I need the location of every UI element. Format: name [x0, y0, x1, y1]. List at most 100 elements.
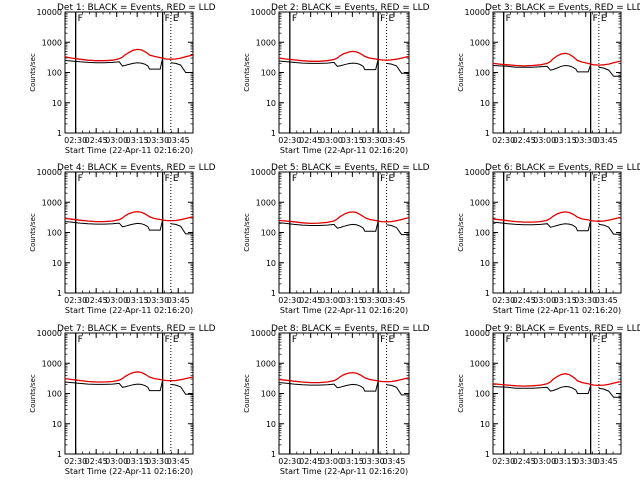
marker-label: F [78, 14, 83, 24]
x-tick-label: 02:45 [85, 296, 108, 305]
x-tick-label: 02:30 [278, 457, 301, 466]
y-tick-label: 1000 [42, 38, 62, 47]
y-tick-label: 100 [47, 69, 62, 78]
marker-label: E [173, 14, 179, 24]
marker-label: E [389, 174, 395, 184]
marker-label: F [165, 174, 170, 184]
x-tick-label: 03:00 [105, 136, 128, 145]
y-tick-label: 100 [47, 390, 62, 399]
x-tick-label: 03:15 [341, 457, 364, 466]
series-line-events [598, 387, 621, 398]
y-tick-label: 100 [475, 69, 490, 78]
series-line-events [492, 220, 592, 232]
plot-frame [64, 171, 194, 294]
x-axis-label: Start Time (22-Apr-11 02:16:20) [65, 146, 193, 155]
y-tick-label: 1 [485, 450, 490, 459]
chart-panel-1: Det 1: BLACK = Events, RED = LLD 1 10 100 10… [29, 3, 216, 155]
y-tick-label: 100 [261, 69, 276, 78]
x-tick-label: 03:00 [320, 296, 343, 305]
x-tick-label: 03:45 [595, 136, 618, 145]
plot-frame [492, 332, 622, 455]
marker-label: F [593, 14, 598, 24]
x-tick-label: 03:15 [126, 457, 149, 466]
chart-panel-3: Det 3: BLACK = Events, RED = LLD 1 10 100 10… [457, 3, 640, 145]
x-tick-label: 02:30 [492, 136, 515, 145]
x-tick-label: 03:30 [362, 136, 385, 145]
chart-title: Det 5: BLACK = Events, RED = LLD [271, 163, 430, 173]
y-tick-label: 1000 [256, 38, 276, 47]
x-tick-label: 03:30 [362, 296, 385, 305]
y-tick-label: 10000 [37, 168, 62, 177]
x-tick-label: 03:00 [320, 457, 343, 466]
plot-frame [278, 332, 410, 455]
series-line-lld [278, 50, 410, 62]
y-tick-label: 10 [480, 420, 490, 429]
x-tick-label: 03:45 [167, 296, 190, 305]
y-tick-label: 1 [271, 289, 276, 298]
marker-label: E [601, 174, 607, 184]
series-line-lld [64, 48, 194, 62]
y-tick-label: 1 [271, 450, 276, 459]
y-tick-label: 100 [475, 390, 490, 399]
y-tick-label: 100 [261, 229, 276, 238]
x-tick-label: 02:45 [513, 296, 536, 305]
chart-panel-6: Det 6: BLACK = Events, RED = LLD 1 10 100 10… [457, 163, 640, 315]
series-line-events [64, 380, 164, 392]
y-tick-label: 1000 [470, 359, 490, 368]
y-tick-label: 1000 [470, 198, 490, 207]
x-tick-label: 02:30 [64, 457, 87, 466]
series-line-lld [64, 371, 194, 383]
plot-frame [492, 11, 622, 134]
y-tick-label: 100 [475, 229, 490, 238]
marker-label: F [292, 14, 297, 24]
x-tick-label: 03:45 [382, 457, 405, 466]
chart-title: Det 4: BLACK = Events, RED = LLD [57, 163, 216, 173]
marker-label: F [506, 14, 511, 24]
x-tick-label: 03:00 [105, 296, 128, 305]
marker-label: E [601, 335, 607, 345]
marker-label: F [593, 174, 598, 184]
series-line-lld [64, 210, 194, 223]
series-line-events [170, 383, 193, 395]
series-line-lld [492, 373, 622, 387]
y-axis-label: Counts/sec [29, 53, 37, 92]
x-tick-label: 03:30 [146, 457, 169, 466]
y-tick-label: 10 [52, 99, 62, 108]
x-tick-label: 03:00 [105, 457, 128, 466]
x-tick-label: 03:45 [382, 136, 405, 145]
chart-panel-5: Det 5: BLACK = Events, RED = LLD 1 10 100 10… [243, 163, 430, 315]
x-tick-label: 02:30 [64, 296, 87, 305]
y-axis-label: Counts/sec [457, 374, 465, 413]
series-line-events [278, 380, 379, 392]
x-tick-label: 03:30 [146, 296, 169, 305]
marker-label: F [292, 174, 297, 184]
y-axis-label: Counts/sec [243, 374, 251, 413]
x-tick-label: 03:15 [554, 296, 577, 305]
x-tick-label: 02:45 [299, 296, 322, 305]
x-tick-label: 03:15 [341, 136, 364, 145]
y-tick-label: 10000 [465, 329, 490, 338]
x-tick-label: 03:00 [533, 296, 556, 305]
y-tick-label: 10 [52, 259, 62, 268]
marker-label: F [593, 335, 598, 345]
x-tick-label: 03:00 [533, 457, 556, 466]
y-tick-label: 10000 [37, 8, 62, 17]
y-tick-label: 10 [266, 99, 276, 108]
chart-panel-4: Det 4: BLACK = Events, RED = LLD 1 10 100 10… [29, 163, 216, 315]
series-line-events [492, 64, 592, 73]
x-tick-label: 02:30 [492, 296, 515, 305]
series-line-events [64, 57, 164, 70]
chart-panel-7: Det 7: BLACK = Events, RED = LLD 1 10 100 10… [29, 324, 216, 476]
chart-title: Det 8: BLACK = Events, RED = LLD [271, 324, 430, 334]
x-tick-label: 03:45 [595, 457, 618, 466]
plot-frame [492, 171, 622, 294]
x-tick-label: 03:30 [146, 136, 169, 145]
y-tick-label: 1000 [42, 198, 62, 207]
marker-label: F [380, 174, 385, 184]
plot-frame [278, 171, 410, 294]
y-axis-label: Counts/sec [243, 53, 251, 92]
y-tick-label: 1000 [470, 38, 490, 47]
y-tick-label: 1000 [42, 359, 62, 368]
